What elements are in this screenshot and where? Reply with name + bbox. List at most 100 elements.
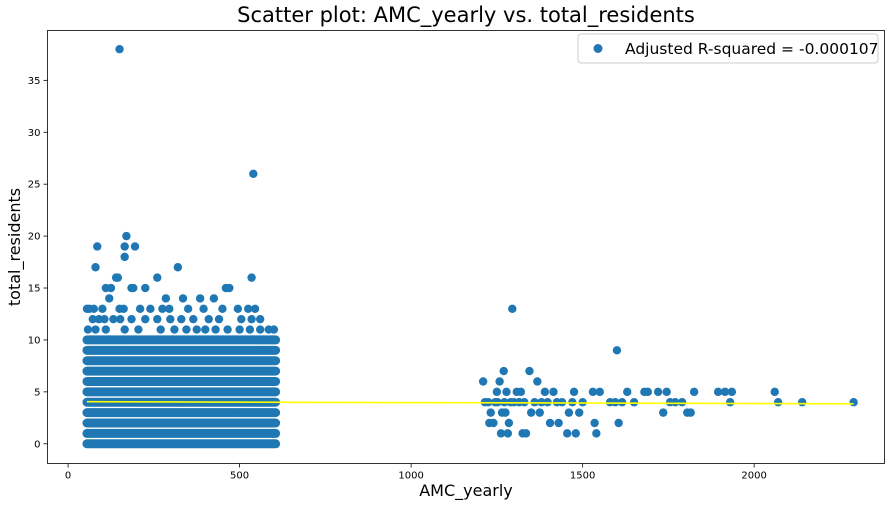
data-point [526, 408, 536, 417]
data-point [199, 304, 208, 313]
data-point [234, 418, 244, 428]
data-point [689, 387, 699, 397]
data-point [501, 408, 510, 417]
data-point [255, 314, 265, 324]
data-point [237, 314, 246, 324]
data-point [98, 304, 107, 313]
data-point [88, 314, 97, 324]
data-point [178, 294, 188, 303]
data-point [535, 408, 544, 417]
data-point [614, 418, 623, 428]
data-point [209, 294, 219, 303]
data-point [486, 408, 495, 417]
data-point [269, 325, 279, 334]
data-point [120, 325, 129, 334]
data-point [245, 439, 255, 448]
data-point [201, 325, 210, 334]
data-point [141, 314, 150, 324]
data-point [245, 325, 255, 334]
data-point [134, 325, 143, 334]
data-point [122, 231, 131, 241]
data-point [233, 304, 243, 313]
y-tick-label: 35 [28, 76, 41, 87]
data-point [255, 429, 265, 438]
plot-frame [47, 30, 885, 464]
data-point [211, 325, 220, 334]
data-point [105, 294, 114, 303]
data-point [135, 304, 145, 313]
x-tick-label: 2000 [741, 471, 766, 482]
data-point [489, 418, 498, 428]
data-point [502, 387, 511, 397]
data-point [549, 387, 558, 397]
y-axis-label: total_residents [5, 188, 25, 306]
data-point [130, 242, 140, 251]
data-point [499, 366, 508, 376]
data-point [238, 356, 248, 365]
data-point [183, 304, 193, 313]
x-axis-label: AMC_yearly [419, 481, 513, 501]
data-point [189, 314, 198, 324]
data-point [554, 418, 563, 428]
data-point [247, 314, 256, 324]
data-point [120, 242, 129, 251]
x-tick-label: 1500 [570, 471, 595, 482]
data-point [590, 418, 599, 428]
data-point [612, 346, 622, 355]
data-point [611, 398, 620, 407]
data-point [533, 377, 542, 386]
data-point [223, 325, 232, 334]
data-point [569, 387, 579, 397]
data-point [100, 314, 109, 324]
data-point [161, 294, 171, 303]
data-point [243, 304, 253, 313]
points-layer [82, 44, 858, 449]
data-point [478, 377, 488, 386]
data-point [218, 304, 227, 313]
data-point [643, 387, 653, 397]
x-axis-ticks: 0 500 1000 1500 2000 [65, 463, 767, 482]
data-point [503, 429, 513, 438]
data-point [269, 346, 278, 355]
data-point [214, 439, 224, 448]
data-point [725, 398, 735, 407]
data-point [166, 314, 175, 324]
data-point [849, 398, 858, 407]
data-point [250, 304, 260, 313]
data-point [153, 273, 162, 282]
data-point [141, 283, 150, 293]
data-point [720, 387, 730, 397]
data-point [496, 429, 506, 438]
data-point [120, 252, 129, 262]
data-point [225, 377, 235, 386]
data-point [173, 263, 183, 272]
data-point [106, 283, 116, 293]
data-point [521, 429, 531, 438]
data-point [571, 429, 580, 438]
data-point [101, 325, 111, 334]
data-point [129, 283, 138, 293]
legend-label: Adjusted R-squared = -0.000107 [625, 40, 879, 58]
data-point [773, 398, 783, 407]
data-point [588, 387, 598, 397]
data-point [686, 408, 695, 417]
data-point [492, 387, 502, 397]
x-tick-label: 0 [65, 471, 71, 482]
chart-title: Scatter plot: AMC_yearly vs. total_resid… [237, 3, 695, 28]
data-point [115, 44, 124, 54]
y-tick-label: 10 [28, 335, 41, 346]
data-point [261, 439, 270, 448]
data-point [214, 314, 224, 324]
data-point [235, 325, 244, 334]
data-point [662, 387, 671, 397]
data-point [659, 408, 668, 417]
x-tick-label: 500 [230, 471, 249, 482]
data-point [264, 335, 273, 345]
data-point [269, 366, 279, 376]
data-point [165, 304, 174, 313]
data-point [562, 429, 572, 438]
data-point [170, 325, 179, 334]
data-point [127, 314, 136, 324]
data-point [146, 304, 155, 313]
